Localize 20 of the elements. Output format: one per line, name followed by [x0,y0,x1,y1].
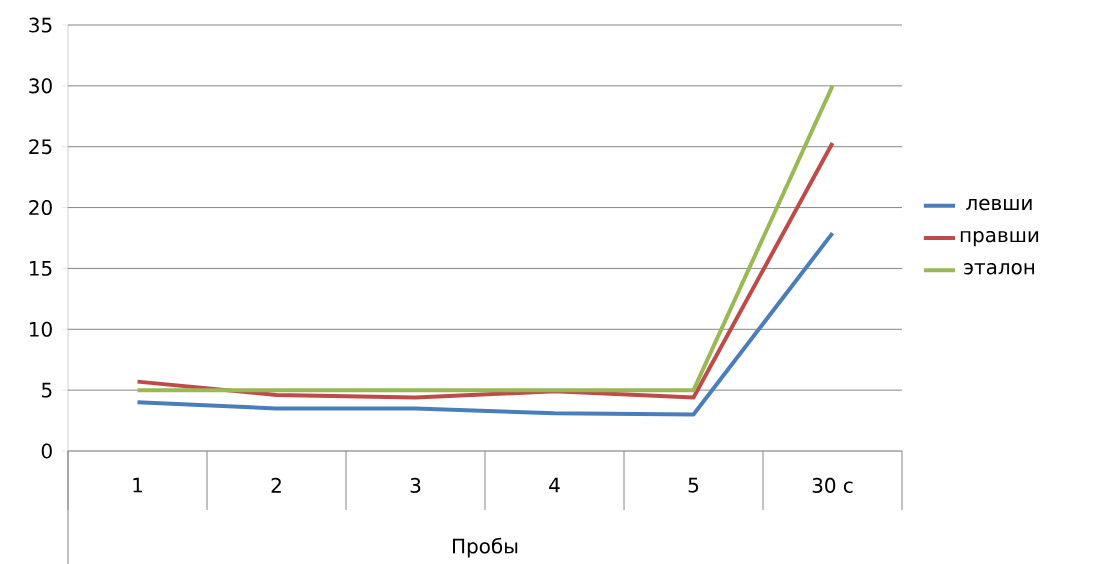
y-tick-label: 20 [29,200,52,216]
line-series [135,231,835,417]
legend-label: эталон [964,263,1035,275]
y-tick-label: 0 [41,443,52,459]
x-axis-title: Пробы [453,537,518,558]
y-tick-label: 30 [29,78,52,94]
x-tick-label: 5 [688,477,699,493]
y-tick-label: 10 [29,321,52,337]
legend-label: правши [960,230,1039,247]
y-tick-label: 5 [42,382,52,398]
y-tick-label: 25 [29,139,52,155]
y-tick-label: 15 [29,261,52,276]
line-series [135,141,835,400]
legend-label: левши [966,198,1032,211]
y-tick-label: 35 [29,17,52,33]
x-tick-label: 4 [549,477,560,493]
x-tick-label: 30 с [812,477,853,493]
x-tick-label: 3 [410,477,421,493]
x-tick-label: 1 [133,477,143,493]
x-tick-label: 2 [271,477,281,493]
